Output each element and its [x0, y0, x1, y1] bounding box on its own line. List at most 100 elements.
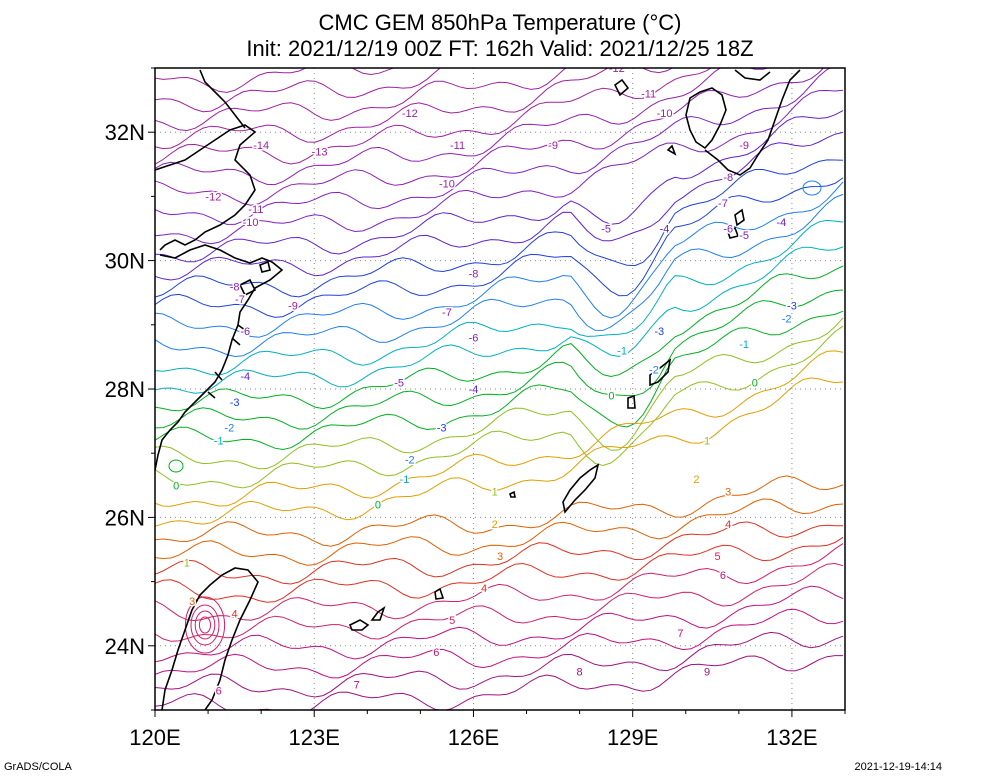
isotherm-ring	[190, 604, 220, 646]
footer-credit: GrADS/COLA	[4, 761, 72, 773]
contour-label: 2	[492, 519, 498, 531]
contour-label: -12	[402, 108, 418, 120]
island-ishigaki	[348, 606, 386, 631]
contour-label: 3	[725, 487, 731, 499]
contour-label: -3	[787, 301, 797, 313]
contour-label: -12	[205, 191, 221, 203]
contour-label: -2	[782, 313, 792, 325]
isotherm-line	[155, 289, 844, 430]
lon-label: 126E	[448, 725, 499, 750]
isotherm-line	[155, 543, 844, 622]
island-amami	[649, 358, 672, 387]
contour-label: -10	[657, 108, 673, 120]
isotherm-line	[155, 68, 712, 165]
isotherm-line	[155, 265, 844, 412]
isotherm-line	[155, 317, 844, 470]
contour-label: 5	[449, 615, 455, 627]
island-yaeyama	[509, 490, 516, 498]
contour-label: -5	[739, 230, 749, 242]
island-tsushima	[613, 78, 630, 97]
coastlines	[155, 69, 801, 710]
temperature-contours	[155, 68, 844, 710]
contour-label: 4	[232, 609, 238, 621]
isotherm-line	[155, 89, 844, 245]
coastline-kyushu-south	[704, 69, 801, 176]
contour-label: 0	[375, 500, 381, 512]
isotherm-line	[155, 246, 844, 394]
contour-label: -7	[235, 294, 245, 306]
isotherm-line	[155, 325, 844, 489]
contour-label: -12	[609, 63, 625, 75]
isotherm-line	[155, 68, 567, 132]
isotherm-line	[155, 68, 832, 225]
isotherm-ring	[184, 596, 226, 654]
lat-label: 24N	[105, 634, 145, 659]
lon-label: 120E	[129, 725, 180, 750]
axis-ticks	[148, 67, 846, 717]
island-tokunoshima	[627, 394, 636, 409]
island-okinawa	[562, 463, 600, 514]
longitude-axis-labels: 120E 123E 126E 129E 132E	[129, 725, 817, 750]
lon-label: 123E	[289, 725, 340, 750]
island-miyako	[434, 587, 445, 600]
lat-label: 26N	[105, 505, 145, 530]
contour-label: 1	[704, 435, 710, 447]
coastline-china-south	[155, 244, 284, 471]
contour-label: -10	[243, 217, 259, 229]
contour-label: -8	[723, 172, 733, 184]
isotherm-line	[155, 159, 844, 298]
contour-label: -14	[253, 140, 269, 152]
map-title: CMC GEM 850hPa Temperature (°C)	[318, 10, 682, 35]
contour-label: 6	[216, 686, 222, 698]
lat-label: 28N	[105, 377, 145, 402]
island-tanegashima	[727, 226, 740, 239]
isotherm-ring	[198, 616, 212, 634]
isotherm-line	[155, 68, 674, 150]
contour-label: -7	[718, 198, 728, 210]
contour-label: -3	[437, 423, 447, 435]
coastline-kyushu	[685, 87, 727, 150]
contour-label: 8	[577, 666, 583, 678]
isotherm-line	[155, 310, 844, 451]
contour-label: -1	[617, 345, 627, 357]
contour-label: 1	[492, 487, 498, 499]
contour-label: -3	[654, 326, 664, 338]
coastline-china-north	[199, 69, 246, 129]
isotherm-line	[155, 475, 844, 547]
isotherm-line	[155, 377, 844, 527]
isotherm-line	[155, 536, 844, 603]
contour-label: -4	[240, 371, 250, 383]
contour-label: 3	[189, 596, 195, 608]
contour-label: 3	[497, 551, 503, 563]
contour-label: -8	[469, 268, 479, 280]
contour-label: -1	[739, 339, 749, 351]
contour-label: 9	[704, 666, 710, 678]
isotherm-line	[155, 68, 770, 186]
contour-label: -9	[548, 140, 558, 152]
contour-label: -11	[450, 140, 465, 152]
isotherm-ring	[802, 180, 822, 196]
coastline-taiwan	[161, 567, 259, 710]
isotherm-ring	[194, 610, 216, 640]
contour-label: -5	[394, 378, 404, 390]
footer-timestamp: 2021-12-19-14:14	[854, 761, 942, 773]
contour-label: 6	[720, 570, 726, 582]
lat-lon-gridlines	[155, 68, 845, 710]
contour-label: 7	[677, 628, 683, 640]
isotherm-line	[155, 521, 843, 585]
isotherm-line	[155, 68, 441, 113]
isotherm-line	[155, 608, 844, 679]
contour-label: 6	[433, 647, 439, 659]
latitude-axis-labels: 32N 30N 28N 26N 24N	[105, 120, 145, 659]
isotherm-line	[155, 193, 844, 358]
contour-label: -7	[442, 307, 452, 319]
coastline-china	[155, 124, 257, 251]
isotherm-line	[155, 68, 825, 206]
contour-label: 4	[725, 519, 731, 531]
contour-label: -4	[469, 384, 479, 396]
contour-label: -4	[776, 217, 786, 229]
contour-label: 1	[184, 557, 190, 569]
contour-label: 2	[693, 474, 699, 486]
isotherm-ring	[168, 459, 184, 473]
isotherm-line	[155, 68, 429, 93]
